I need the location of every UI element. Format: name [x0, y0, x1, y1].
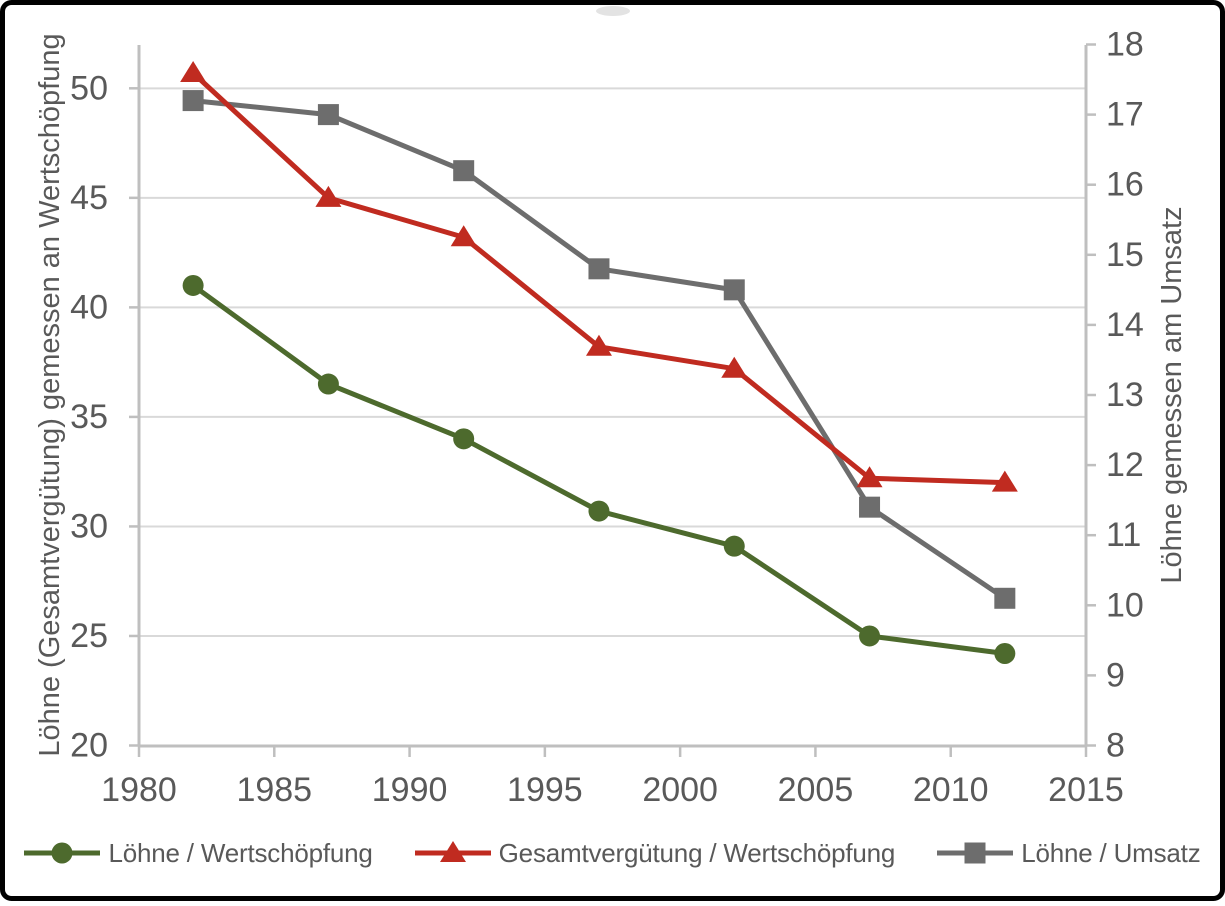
data-point-s0-2002 [723, 535, 745, 557]
series-square [182, 90, 1016, 609]
x-axis-tick-label-1990: 1990 [372, 771, 448, 809]
data-point-s2-2002 [723, 279, 745, 301]
legend-marker-square-icon [937, 842, 1014, 864]
legend-triangle-marker [439, 841, 466, 862]
data-point-s1-2012 [991, 470, 1018, 492]
right-axis-tick-label-17: 17 [1106, 96, 1144, 134]
chart-legend: Löhne / Wertschöpfung Gesamtvergütung / … [10, 833, 1215, 873]
right-axis-tick-label-15: 15 [1106, 236, 1144, 274]
data-point-s2-1992 [453, 160, 475, 182]
x-axis-tick-label-1985: 1985 [236, 771, 312, 809]
legend-marker-circle-icon [24, 842, 101, 864]
data-point-s2-2007 [859, 496, 881, 518]
left-axis-tick-label-50: 50 [70, 69, 108, 107]
x-axis-tick-label-2015: 2015 [1048, 771, 1124, 809]
right-axis-tick-label-9: 9 [1106, 656, 1125, 694]
left-axis-title: Löhne (Gesamtvergütung) gemessen an Wert… [34, 33, 66, 756]
gridlines [139, 87, 1086, 637]
right-axis-tick-label-18: 18 [1106, 26, 1144, 64]
right-axis-title: Löhne gemessen am Umsatz [1156, 206, 1188, 583]
x-axis-tick-label-2005: 2005 [778, 771, 854, 809]
series-circle [182, 274, 1016, 664]
x-axis-tick-label-1980: 1980 [101, 771, 177, 809]
data-point-s0-1992 [453, 428, 475, 450]
right-axis-tick-label-10: 10 [1106, 586, 1144, 624]
x-axis-tick-label-1995: 1995 [507, 771, 583, 809]
left-axis-tick-label-25: 25 [70, 617, 108, 655]
right-axis-tick-label-14: 14 [1106, 306, 1144, 344]
data-point-s0-2007 [859, 625, 881, 647]
data-point-s0-2012 [994, 642, 1016, 664]
left-axis-tick-label-20: 20 [70, 727, 108, 765]
right-axis-tick-label-16: 16 [1106, 166, 1144, 204]
data-point-s0-1987 [317, 373, 339, 395]
right-axis-tick-label-8: 8 [1106, 727, 1125, 765]
legend-square-marker [964, 842, 986, 864]
data-point-s1-1982 [180, 60, 207, 82]
x-axis-tick-label-2010: 2010 [913, 771, 989, 809]
right-axis-tick-label-11: 11 [1106, 516, 1141, 554]
x-axis-tick-label-2000: 2000 [642, 771, 718, 809]
legend-item-loehne-wertschoepfung: Löhne / Wertschöpfung [24, 837, 373, 869]
data-point-s2-1987 [317, 104, 339, 126]
data-point-s1-2002 [721, 356, 748, 378]
data-point-s1-1997 [585, 334, 612, 356]
right-axis-tick-label-13: 13 [1106, 376, 1144, 414]
legend-label: Löhne / Wertschöpfung [108, 837, 373, 868]
legend-label: Löhne / Umsatz [1021, 837, 1201, 868]
legend-marker-triangle-icon [414, 841, 491, 862]
left-axis-tick-label-35: 35 [70, 398, 108, 436]
series-triangle [180, 60, 1018, 492]
legend-item-loehne-umsatz: Löhne / Umsatz [937, 837, 1201, 869]
data-point-s2-1982 [182, 90, 204, 112]
data-point-s0-1997 [588, 500, 610, 522]
top-artifact [596, 6, 630, 16]
right-axis-tick-label-12: 12 [1106, 446, 1144, 484]
left-axis-tick-label-40: 40 [70, 288, 108, 326]
data-point-s1-1992 [450, 225, 477, 247]
legend-item-gesamtverguetung-wertschoepfung: Gesamtvergütung / Wertschöpfung [414, 837, 896, 869]
legend-label: Gesamtvergütung / Wertschöpfung [498, 837, 896, 868]
left-axis-tick-label-30: 30 [70, 507, 108, 545]
legend-circle-marker [51, 842, 73, 864]
data-point-s0-1982 [182, 274, 204, 296]
data-point-s1-2007 [856, 466, 883, 488]
data-point-s1-1987 [315, 185, 342, 207]
left-axis-tick-label-45: 45 [70, 179, 108, 217]
data-point-s2-2012 [994, 587, 1016, 609]
tick-marks [129, 43, 1096, 757]
data-point-s2-1997 [588, 258, 610, 280]
